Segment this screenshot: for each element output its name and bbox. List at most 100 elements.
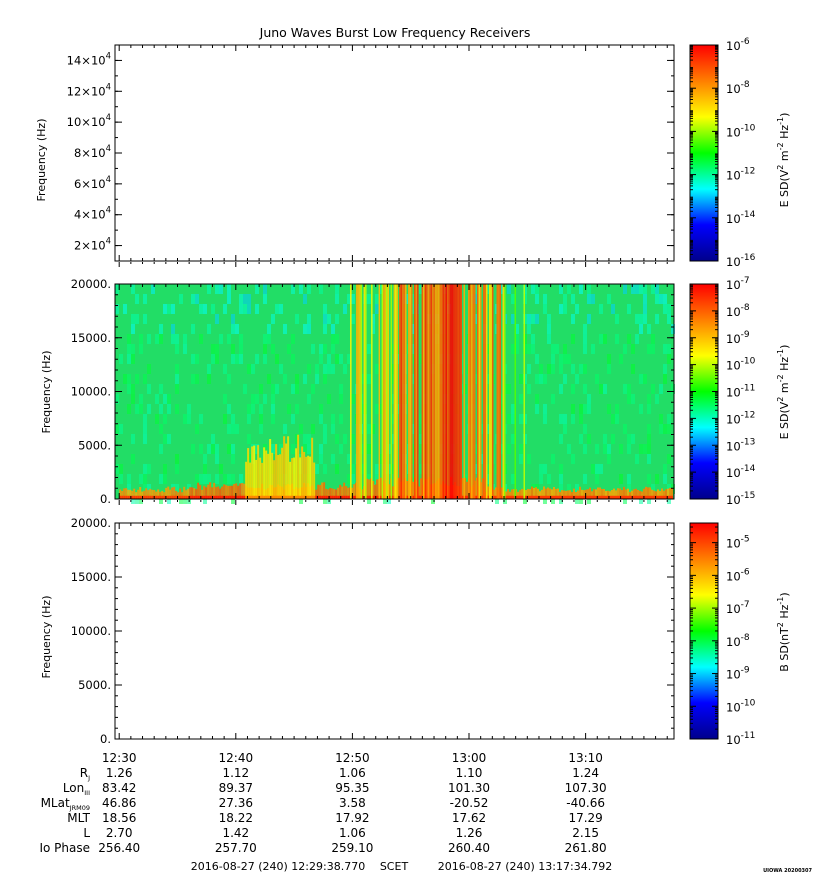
spectrogram-burst-streak (477, 284, 479, 499)
spectrogram-cell (391, 414, 395, 424)
spectrogram-band-base (466, 495, 469, 499)
spectrogram-cell (307, 284, 311, 294)
spectrogram-band-base (337, 495, 340, 499)
spectrogram-cell (263, 354, 267, 364)
spectrogram-cell (143, 374, 147, 384)
spectrogram-cell (587, 434, 591, 444)
spectrogram-cell (671, 384, 675, 394)
spectrogram-cell (191, 294, 195, 304)
spectrogram-cell (527, 344, 531, 354)
spectrogram-band-base (277, 495, 280, 499)
spectrogram-band-base (380, 495, 383, 499)
spectrogram-band-column (139, 487, 142, 499)
spectrogram-burst-streak (409, 284, 412, 499)
spectrogram-cell (587, 294, 591, 304)
spectrogram-cell (635, 454, 639, 464)
spectrogram-cell (267, 334, 271, 344)
spectrogram-cell (335, 354, 339, 364)
spectrogram-cell (639, 324, 643, 334)
spectrogram-cell (375, 304, 379, 314)
spectrogram-cell (211, 354, 215, 364)
spectrogram-band-base (511, 495, 514, 499)
spectrogram-band-column (559, 491, 562, 499)
spectrogram-band-base (653, 495, 656, 499)
spectrogram-band-column (211, 487, 214, 499)
spectrogram-band-column (509, 491, 512, 499)
spectrogram-band-base (525, 495, 528, 499)
spectrogram-burst-streak (403, 284, 406, 499)
spectrogram-cell (507, 414, 511, 424)
spectrogram-cell (575, 374, 579, 384)
spectrogram-cell (651, 344, 655, 354)
spectrogram-cell (187, 404, 191, 414)
spectrogram-cell (571, 314, 575, 324)
spectrogram-cell (319, 284, 323, 294)
spectrogram-cell (215, 444, 219, 454)
spectrogram-burst-streak (430, 284, 433, 499)
spectrogram-band-base (418, 495, 421, 499)
spectrogram-cell (419, 354, 423, 364)
spectrogram-band-base (207, 495, 210, 499)
spectrogram-band-column (347, 487, 350, 499)
spectrogram-cell (475, 314, 479, 324)
spectrogram-burst-streak (459, 284, 461, 499)
panel-top-colorbar-label: E SD(V2 m-2 Hz-1) (776, 113, 791, 208)
spectrogram-burst-streak (395, 284, 397, 499)
spectrogram-cell (227, 404, 231, 414)
spectrogram-cell (351, 294, 355, 304)
spectrogram-cell (667, 314, 671, 324)
spectrogram-cell (563, 354, 567, 364)
spectrogram-burst-streak (436, 284, 439, 499)
ephemeris-value: 1.06 (339, 766, 366, 780)
spectrogram-band-column (531, 486, 534, 499)
spectrogram-band-base (593, 495, 596, 499)
spectrogram-band-column (639, 490, 642, 499)
spectrogram-cell (195, 294, 199, 304)
spectrogram-band-base (177, 495, 180, 499)
spectrogram-cell (639, 374, 643, 384)
spectrogram-cell (579, 404, 583, 414)
spectrogram-cell (543, 464, 547, 474)
spectrogram-cell (635, 334, 639, 344)
spectrogram-cell (135, 404, 139, 414)
spectrogram-band-base (597, 495, 600, 499)
panel-bottom-yticks: 0. 5000. 10000. 15000. 20000. (71, 516, 674, 746)
spectrogram-band-column (545, 488, 548, 499)
y-tick-label: 20000. (71, 516, 111, 530)
spectrogram-cell (651, 484, 655, 494)
spectrogram-cell (319, 444, 323, 454)
spectrogram-cell (547, 314, 551, 324)
spectrogram-burst-streak (441, 284, 443, 499)
spectrogram-band-base (199, 495, 202, 499)
spectrogram-band-column (199, 485, 202, 499)
spectrogram-band-column (135, 492, 138, 499)
ephemeris-value: 1.10 (456, 766, 483, 780)
spectrogram-band-base (273, 495, 276, 499)
spectrogram-cell (131, 284, 135, 294)
spectrogram-cell (195, 354, 199, 364)
spectrogram-band-column (217, 486, 220, 499)
spectrogram-cell (215, 344, 219, 354)
spectrogram-band-column (541, 489, 544, 499)
spectrogram-cell (627, 304, 631, 314)
spectrogram-cell (367, 474, 371, 484)
spectrogram-burst-streak (471, 284, 473, 499)
spectrogram-band-column (309, 456, 312, 499)
spectrogram-band-base (313, 495, 316, 499)
spectrogram-cell (595, 444, 599, 454)
spectrogram-cell (583, 364, 587, 374)
spectrogram-band-base (213, 495, 216, 499)
spectrogram-cell (563, 304, 567, 314)
spectrogram-cell (271, 344, 275, 354)
spectrogram-band-column (368, 479, 371, 499)
spectrogram-burst-streak (523, 284, 525, 499)
spectrogram-cell (351, 474, 355, 484)
spectrogram-cell (131, 354, 135, 364)
spectrogram-cell (535, 374, 539, 384)
spectrogram-cell (331, 344, 335, 354)
spectrogram-band-column (215, 487, 218, 499)
spectrogram-cell (583, 424, 587, 434)
spectrogram-cell (131, 344, 135, 354)
spectrogram-cell (259, 384, 263, 394)
time-tick-label: 12:50 (335, 751, 370, 765)
